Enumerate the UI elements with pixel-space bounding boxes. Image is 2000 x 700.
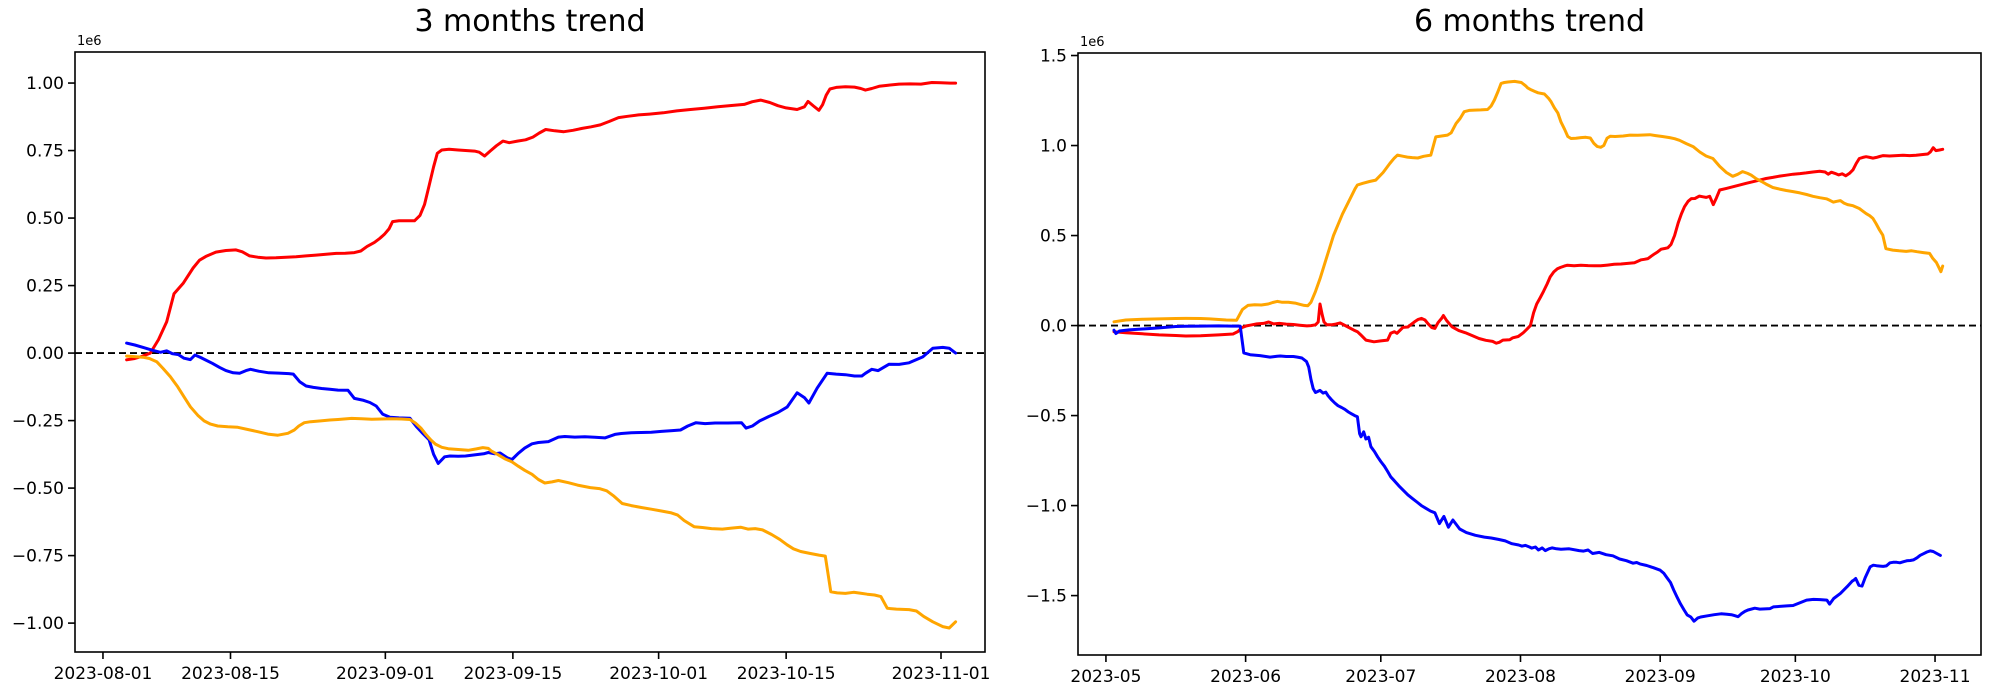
red-line [1112,146,1945,345]
x-tick-label: 2023-08 [1485,667,1556,687]
x-tick-label: 2023-10-15 [737,664,836,684]
x-tick-label: 2023-07 [1345,667,1416,687]
x-tick-label: 2023-09 [1625,667,1696,687]
y-tick-label: 1.5 [1040,47,1067,67]
x-tick-label: 2023-10-01 [609,664,708,684]
y-tick-label: −0.25 [12,412,64,432]
axes-box [74,51,986,653]
axes-box [1077,52,1982,656]
y-tick-label: 0.0 [1040,317,1067,337]
chart-3-months-plot: 1.00 0.75 0.50 0.25 0.00 −0.25 −0.50 −0.75 −1.00… [12,34,991,684]
x-tick-label: 2023-08-15 [181,664,280,684]
y-tick-label: 0.75 [26,142,64,162]
orange-line [1112,79,1945,324]
chart-title-6-months: 6 months trend [1413,4,1646,39]
red-line [125,81,958,362]
y-tick-label: 1.00 [26,74,64,94]
y-tick-label: 0.5 [1040,227,1067,247]
x-tick-label: 2023-10 [1760,667,1831,687]
x-tick-label: 2023-11-01 [892,664,991,684]
blue-line [125,341,958,465]
y-tick-label: −0.50 [12,479,64,499]
y-axis-offset-label: 1e6 [1080,35,1105,50]
blue-line [1112,324,1942,623]
y-tick-label: −0.5 [1026,407,1067,427]
x-tick-label: 2023-08-01 [54,664,153,684]
y-axis-offset-label: 1e6 [77,34,102,49]
y-tick-label: 1.0 [1040,137,1067,157]
chart-title-3-months: 3 months trend [414,4,646,39]
y-tick-label: 0.50 [26,209,64,229]
x-tick-label: 2023-09-15 [463,664,562,684]
y-tick-label: −1.0 [1026,497,1067,517]
y-tick-label: 0.25 [26,277,64,297]
y-tick-label: −1.00 [12,614,64,634]
y-tick-label: −1.5 [1026,587,1067,607]
x-tick-label: 2023-06 [1210,667,1281,687]
x-tick-label: 2023-11 [1900,667,1971,687]
y-tick-label: 0.00 [26,344,64,364]
chart-6-months-plot: 1.5 1.0 0.5 0.0 −0.5 −1.0 −1.5 1e6 2023-05 2023-0… [1026,35,1982,687]
orange-line [125,354,958,630]
y-tick-label: −0.75 [12,547,64,567]
x-tick-label: 2023-09-01 [336,664,435,684]
x-tick-label: 2023-05 [1070,667,1141,687]
